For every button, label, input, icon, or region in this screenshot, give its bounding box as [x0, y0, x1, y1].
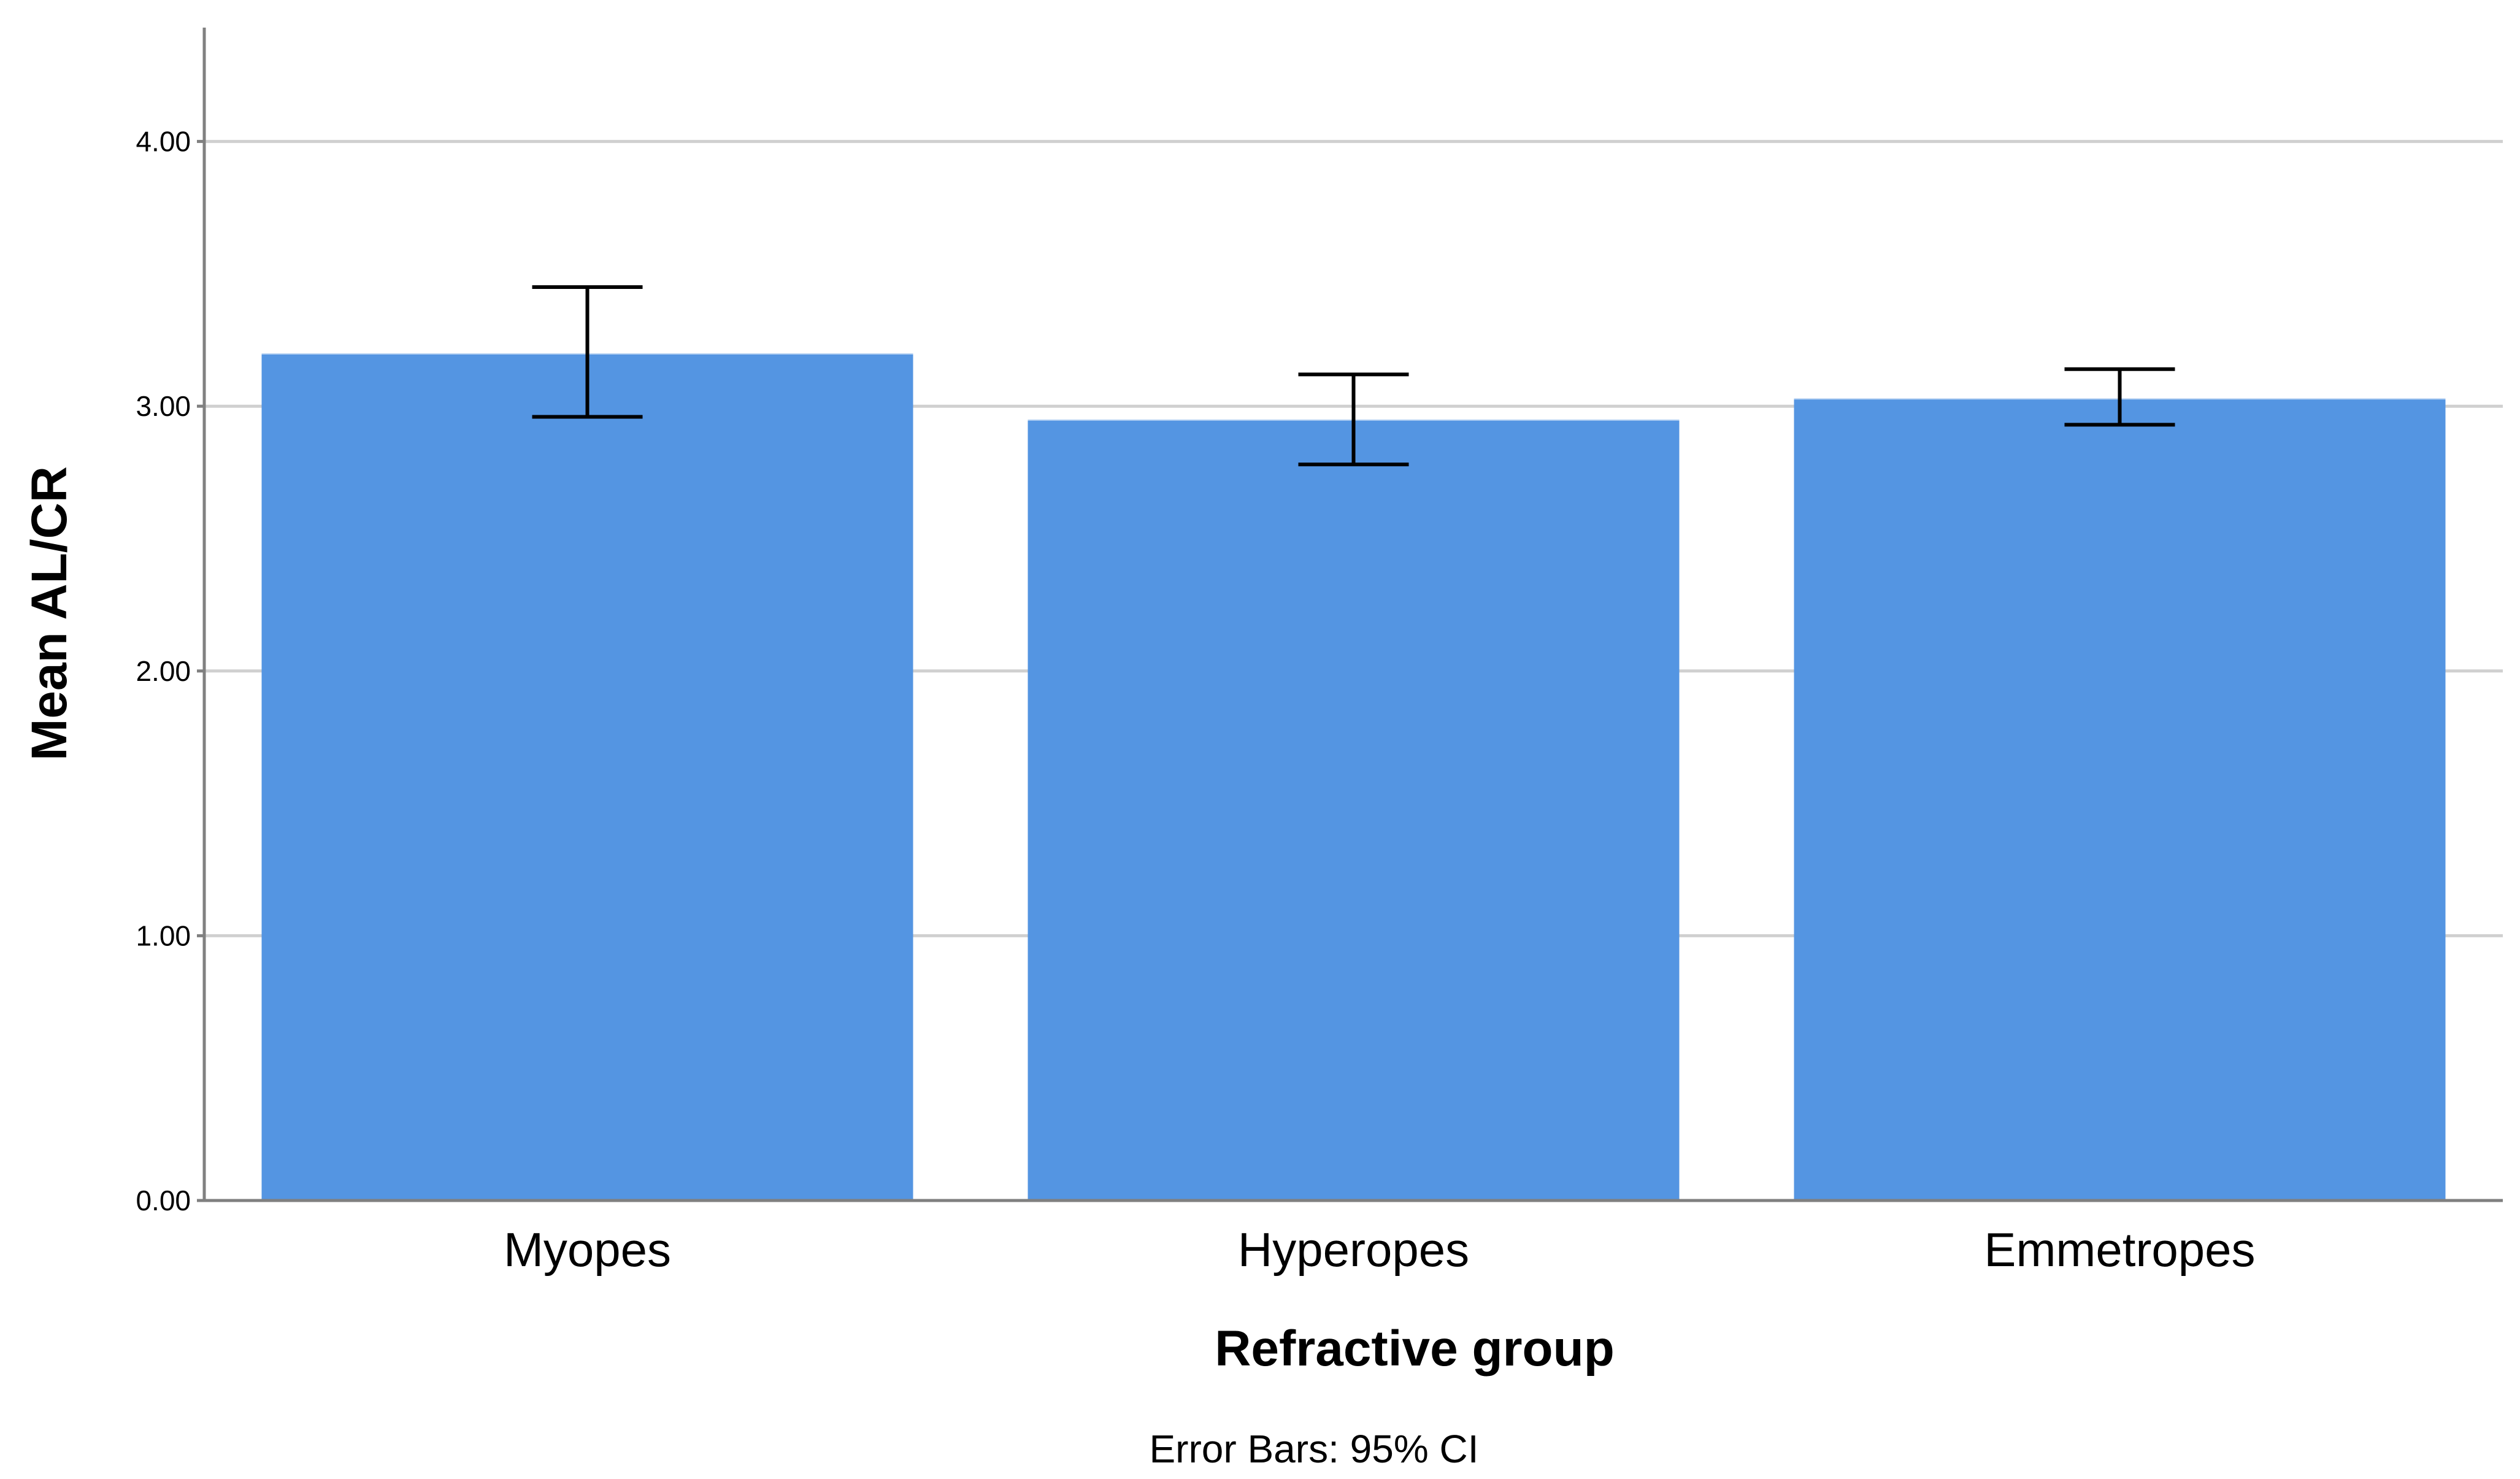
y-tick-label: 0.00 — [136, 1185, 191, 1216]
y-tick-labels: 0.00 1.00 2.00 3.00 4.00 — [136, 126, 204, 1216]
y-tick-label: 3.00 — [136, 390, 191, 422]
category-label: Emmetropes — [1984, 1223, 2255, 1277]
error-bars-footnote: Error Bars: 95% CI — [1149, 1427, 1478, 1471]
bar — [1028, 419, 1680, 1201]
y-tick-label: 4.00 — [136, 126, 191, 158]
category-label: Myopes — [504, 1223, 671, 1277]
error-bars — [532, 285, 2175, 467]
y-axis-title: Mean AL/CR — [21, 466, 77, 761]
axes — [202, 28, 2503, 1202]
bar — [261, 353, 913, 1200]
category-label: Hyperopes — [1238, 1223, 1469, 1277]
bars — [261, 352, 2446, 1201]
x-axis-title: Refractive group — [1215, 1321, 1615, 1377]
bar — [1794, 398, 2446, 1200]
y-tick-label: 1.00 — [136, 920, 191, 951]
y-tick-label: 2.00 — [136, 655, 191, 687]
category-labels: Myopes Hyperopes Emmetropes — [504, 1223, 2256, 1277]
